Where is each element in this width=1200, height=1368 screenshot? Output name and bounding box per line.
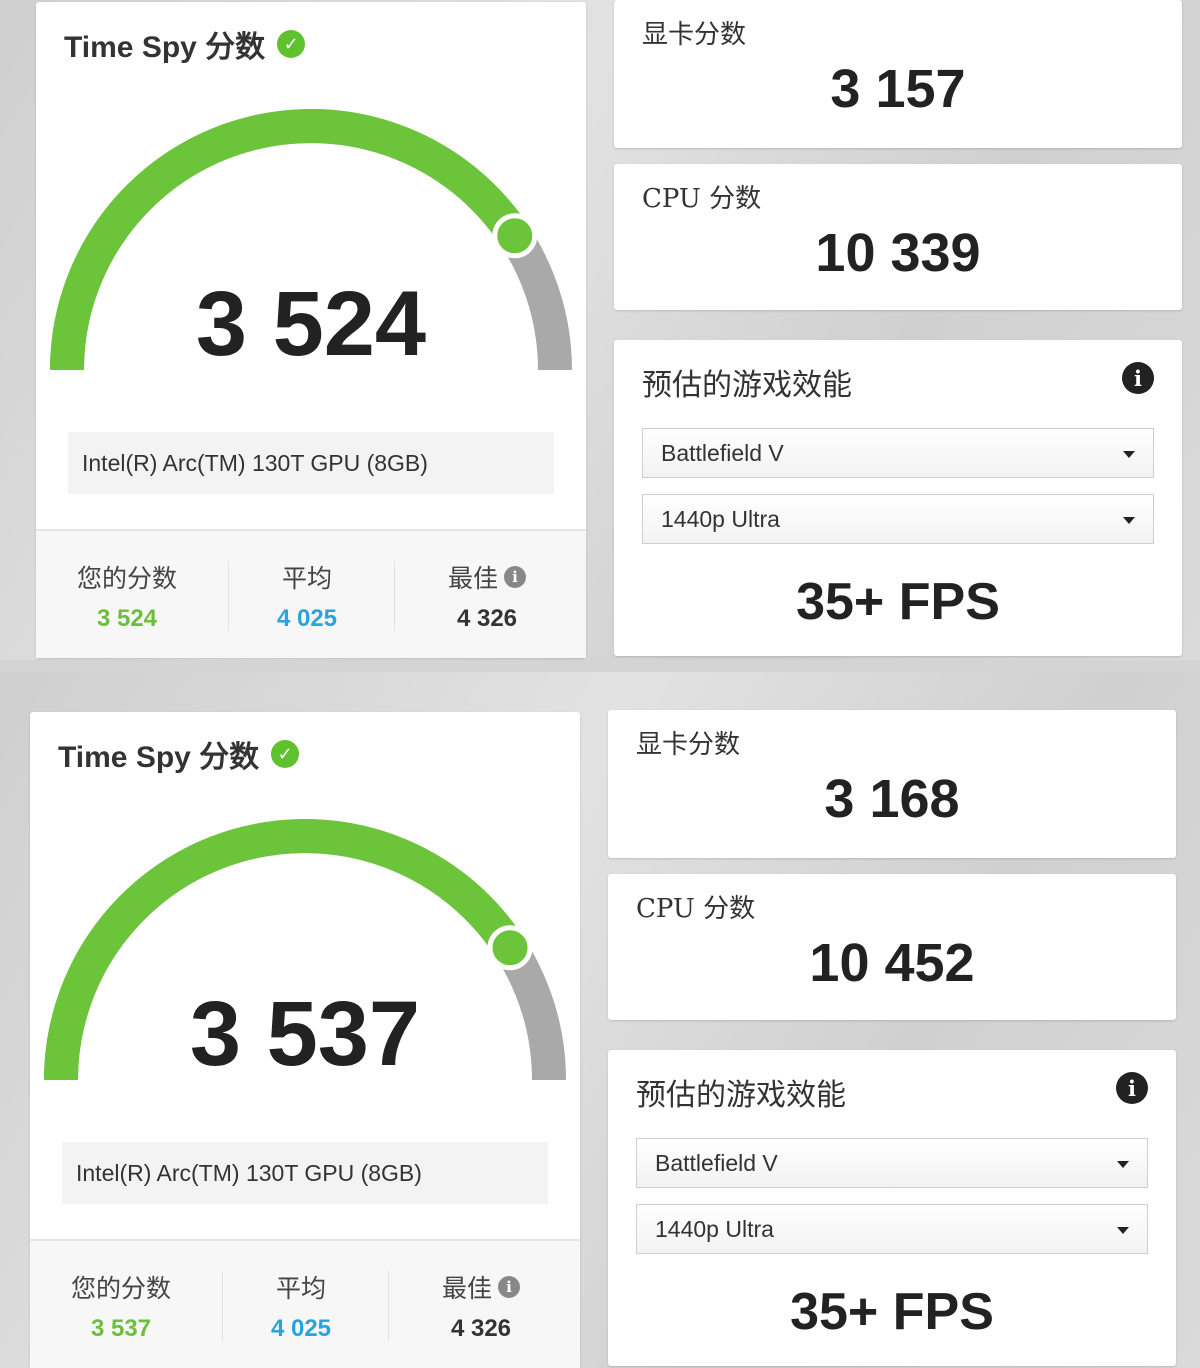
your-score-stat: 您的分数 3 537 <box>31 1241 211 1343</box>
chevron-down-icon <box>1117 1227 1129 1234</box>
average-stat: 平均 4 025 <box>217 531 397 633</box>
gauge-marker <box>492 213 538 259</box>
chevron-down-icon <box>1123 517 1135 524</box>
info-icon[interactable]: i <box>504 566 526 588</box>
gpu-name: Intel(R) Arc(TM) 130T GPU (8GB) <box>62 1142 548 1204</box>
info-icon[interactable]: i <box>1122 362 1154 394</box>
your-score-value: 3 537 <box>90 1315 152 1342</box>
graphics-score-card: 显卡分数 3 168 <box>608 710 1176 858</box>
game-select[interactable]: Battlefield V <box>636 1138 1148 1188</box>
overall-score: 3 537 <box>189 983 421 1085</box>
info-icon[interactable]: i <box>498 1276 520 1298</box>
your-score-value: 3 524 <box>96 605 158 632</box>
cpu-score-label: CPU 分数 <box>642 184 762 214</box>
best-value: 4 326 <box>456 605 518 632</box>
game-performance-card: 预估的游戏效能 i Battlefield V 1440p Ultra 35+ … <box>608 1050 1176 1366</box>
gpu-name: Intel(R) Arc(TM) 130T GPU (8GB) <box>68 432 554 494</box>
check-icon: ✓ <box>277 30 306 58</box>
preset-select-value: 1440p Ultra <box>661 506 780 532</box>
best-value: 4 326 <box>450 1315 512 1342</box>
preset-select[interactable]: 1440p Ultra <box>636 1204 1148 1254</box>
best-label-text: 最佳 <box>447 564 498 593</box>
divider <box>394 561 395 631</box>
average-stat: 平均 4 025 <box>211 1241 391 1343</box>
average-label: 平均 <box>281 564 332 593</box>
estimated-fps: 35+ FPS <box>790 1283 994 1341</box>
result-panel-2: Time Spy 分数 ✓ 3 537 Intel(R) Arc(TM) 130T… <box>0 672 1200 1368</box>
check-icon: ✓ <box>271 740 300 768</box>
average-value: 4 025 <box>276 605 338 632</box>
preset-select-value: 1440p Ultra <box>655 1216 774 1242</box>
divider <box>222 1271 223 1341</box>
game-select[interactable]: Battlefield V <box>642 428 1154 478</box>
cpu-score-value: 10 452 <box>809 933 975 993</box>
score-gauge <box>44 819 566 1081</box>
gauge-marker <box>487 925 533 971</box>
your-score-stat: 您的分数 3 524 <box>37 531 217 633</box>
your-score-label: 您的分数 <box>70 1274 171 1303</box>
score-comparison: 您的分数 3 537 平均 4 025 最佳 i 4 326 <box>30 1239 580 1368</box>
graphics-score-label: 显卡分数 <box>636 730 741 760</box>
score-title-text: Time Spy 分数 <box>64 31 266 64</box>
score-title: Time Spy 分数 ✓ <box>64 22 306 66</box>
score-title: Time Spy 分数 ✓ <box>58 732 300 776</box>
best-label-text: 最佳 <box>441 1274 492 1303</box>
overall-score: 3 524 <box>195 273 427 375</box>
estimated-fps: 35+ FPS <box>796 573 1000 631</box>
score-card: Time Spy 分数 ✓ 3 524 Intel(R) Arc(TM) 130T… <box>36 2 586 658</box>
average-value: 4 025 <box>270 1315 332 1342</box>
score-card: Time Spy 分数 ✓ 3 537 Intel(R) Arc(TM) 130T… <box>30 712 580 1368</box>
best-stat: 最佳 i 4 326 <box>397 531 577 633</box>
preset-select[interactable]: 1440p Ultra <box>642 494 1154 544</box>
average-label: 平均 <box>275 1274 326 1303</box>
game-performance-label: 预估的游戏效能 <box>636 1078 846 1113</box>
cpu-score-card: CPU 分数 10 452 <box>608 874 1176 1020</box>
best-label: 最佳 i <box>397 559 577 595</box>
divider <box>228 561 229 631</box>
gauge-fill <box>44 819 525 1081</box>
info-icon[interactable]: i <box>1116 1072 1148 1104</box>
score-title-text: Time Spy 分数 <box>58 741 260 774</box>
game-performance-label: 预估的游戏效能 <box>642 368 852 403</box>
score-comparison: 您的分数 3 524 平均 4 025 最佳 i 4 326 <box>36 529 586 658</box>
gauge-fill <box>50 109 529 371</box>
best-label: 最佳 i <box>391 1269 571 1305</box>
game-select-value: Battlefield V <box>655 1150 778 1176</box>
divider <box>388 1271 389 1341</box>
graphics-score-value: 3 168 <box>824 769 960 829</box>
best-stat: 最佳 i 4 326 <box>391 1241 571 1343</box>
graphics-score-card: 显卡分数 3 157 <box>614 0 1182 148</box>
game-select-value: Battlefield V <box>661 440 784 466</box>
game-performance-card: 预估的游戏效能 i Battlefield V 1440p Ultra 35+ … <box>614 340 1182 656</box>
graphics-score-label: 显卡分数 <box>642 20 747 50</box>
cpu-score-label: CPU 分数 <box>636 894 756 924</box>
chevron-down-icon <box>1123 451 1135 458</box>
chevron-down-icon <box>1117 1161 1129 1168</box>
cpu-score-value: 10 339 <box>815 223 981 283</box>
result-panel-1: Time Spy 分数 ✓ 3 524 Intel(R) Arc(TM) 130T… <box>0 0 1200 660</box>
graphics-score-value: 3 157 <box>830 59 966 119</box>
cpu-score-card: CPU 分数 10 339 <box>614 164 1182 310</box>
your-score-label: 您的分数 <box>76 564 177 593</box>
score-gauge <box>50 109 572 371</box>
